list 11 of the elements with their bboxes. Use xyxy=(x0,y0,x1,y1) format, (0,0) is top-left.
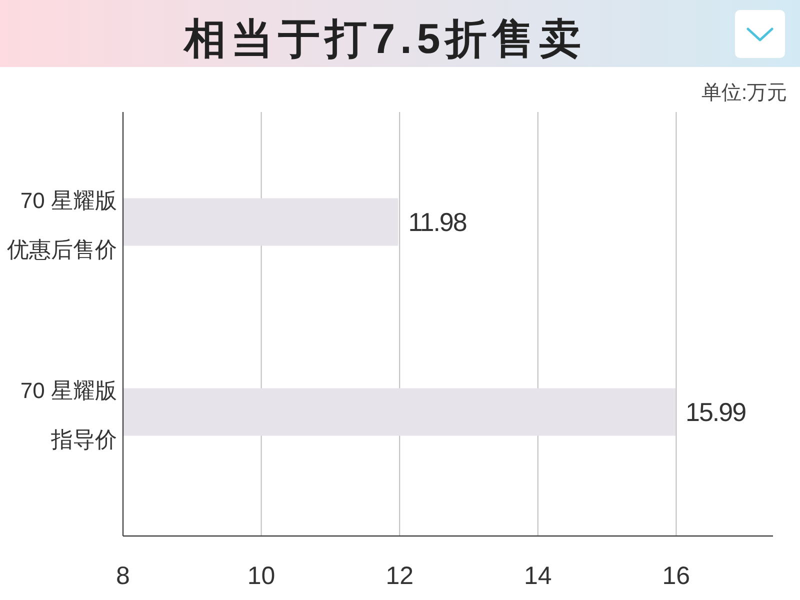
x-tick-label: 14 xyxy=(524,562,552,590)
data-label: 15.99 xyxy=(686,397,746,427)
data-label: 11.98 xyxy=(408,207,467,237)
x-tick-label: 10 xyxy=(247,562,276,590)
x-tick-label: 8 xyxy=(116,562,130,590)
chart-title: 相当于打7.5折售卖 xyxy=(182,15,586,62)
y-tick-label: 70 星耀版优惠后售价 xyxy=(7,188,117,262)
x-tick-label: 16 xyxy=(662,562,690,590)
y-tick-label: 70 星耀版指导价 xyxy=(20,378,117,452)
x-tick-label: 12 xyxy=(386,562,414,590)
text: 单位:万元 xyxy=(701,82,787,104)
